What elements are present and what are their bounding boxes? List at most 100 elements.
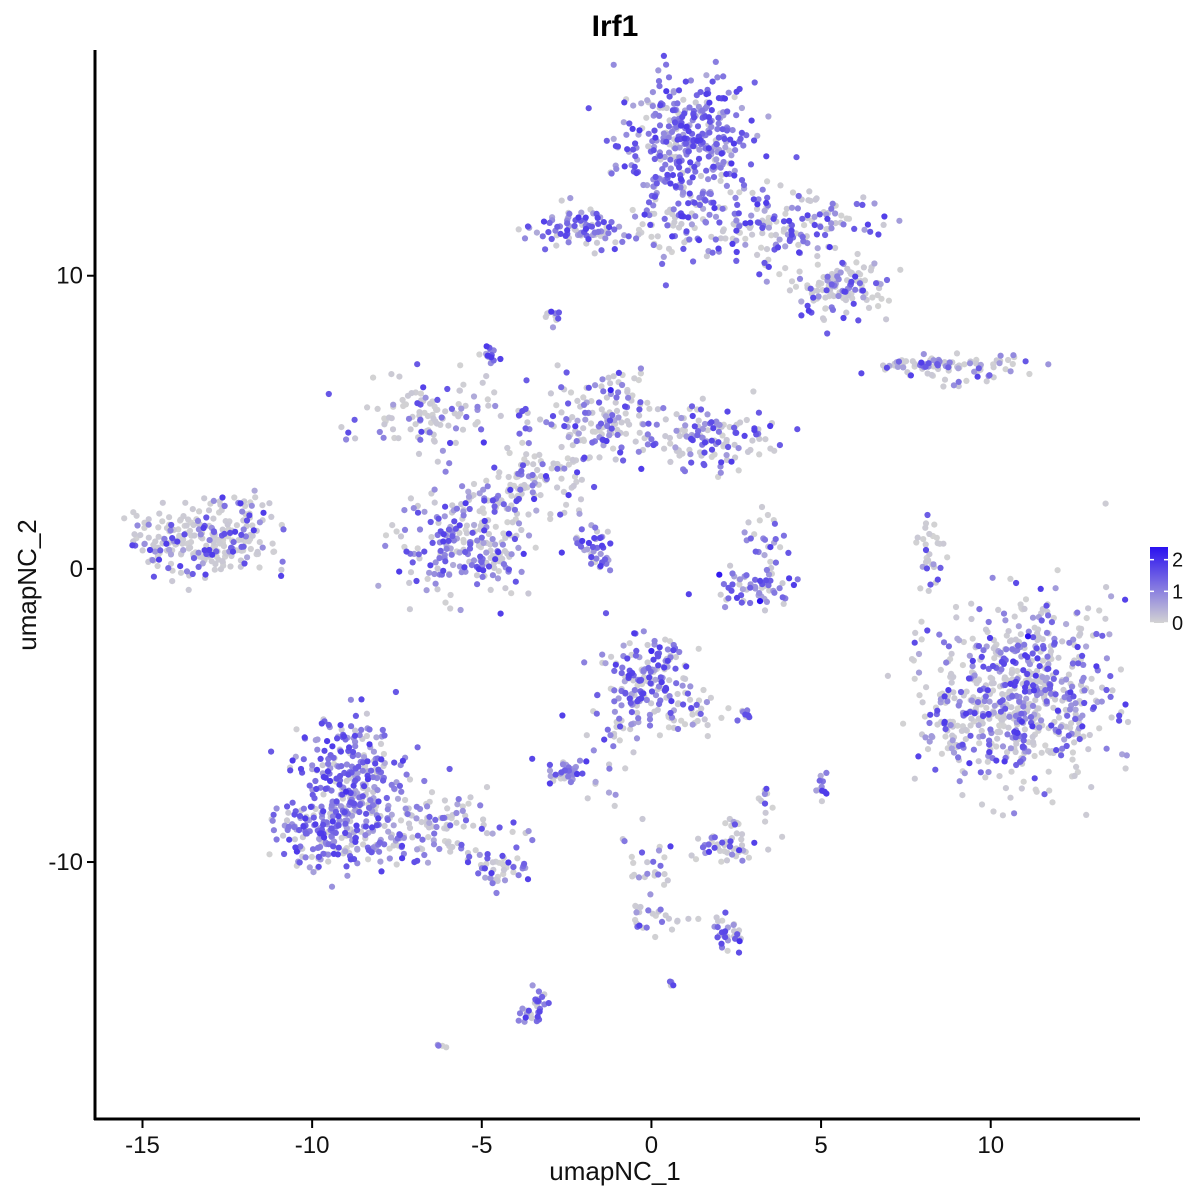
data-point [302, 854, 309, 861]
data-point [657, 152, 664, 159]
data-point [959, 662, 967, 669]
data-point [969, 663, 976, 670]
data-point [266, 500, 273, 507]
data-point [392, 688, 399, 696]
data-point [582, 409, 589, 416]
data-point [968, 715, 975, 722]
data-point [711, 844, 718, 851]
data-point [592, 778, 599, 786]
data-point [569, 442, 576, 449]
data-point [545, 229, 552, 236]
data-point [459, 803, 466, 810]
data-point [515, 544, 522, 552]
data-point [966, 360, 974, 367]
data-point [1021, 726, 1028, 733]
data-point [1017, 758, 1024, 765]
data-point [266, 851, 273, 858]
data-point [448, 405, 455, 412]
data-point [501, 877, 509, 884]
data-point [322, 774, 329, 781]
data-point [301, 734, 308, 741]
data-point [674, 725, 682, 733]
data-point [500, 561, 507, 568]
data-point [505, 530, 512, 537]
data-point [441, 513, 448, 520]
data-point [546, 761, 554, 769]
data-point [462, 817, 470, 824]
data-point [852, 286, 859, 293]
data-point [457, 606, 464, 614]
data-point [313, 785, 320, 793]
data-point [504, 444, 511, 452]
data-point [750, 388, 757, 395]
data-point [442, 408, 449, 415]
data-point [575, 430, 582, 437]
data-point [609, 412, 616, 419]
data-point [620, 119, 627, 126]
data-point [708, 107, 715, 114]
data-point [708, 437, 715, 444]
data-point [602, 610, 610, 617]
data-point [1063, 621, 1070, 628]
data-point [799, 215, 806, 222]
data-point [928, 733, 935, 740]
data-point [312, 821, 319, 828]
data-point [229, 548, 237, 555]
data-point [608, 170, 615, 177]
data-point [717, 591, 724, 598]
data-point [597, 562, 604, 570]
data-point [361, 783, 368, 790]
data-point [819, 315, 827, 322]
data-point [516, 430, 523, 437]
data-point [418, 819, 425, 826]
data-point [434, 396, 441, 403]
data-point [1005, 356, 1012, 364]
data-point [212, 561, 219, 568]
data-point [948, 650, 955, 657]
data-point [529, 982, 536, 989]
data-point [611, 698, 618, 705]
data-point [352, 743, 359, 750]
data-point [376, 848, 383, 855]
data-point [713, 914, 720, 921]
data-point [521, 235, 529, 242]
data-point [706, 129, 713, 136]
x-tick-label: 0 [645, 1132, 658, 1159]
data-point [702, 219, 710, 226]
data-point [630, 859, 637, 867]
data-point [491, 464, 498, 471]
data-point [666, 638, 674, 645]
data-point [782, 265, 789, 272]
data-point [794, 576, 801, 583]
data-point [986, 698, 993, 705]
data-point [421, 548, 428, 555]
data-point [655, 67, 662, 74]
data-point [956, 778, 963, 785]
data-point [708, 446, 716, 453]
data-point [1036, 724, 1043, 731]
data-point [646, 711, 654, 718]
data-point [743, 416, 750, 424]
data-point [567, 779, 575, 786]
data-point [613, 165, 620, 172]
data-point [755, 196, 762, 203]
data-point [600, 219, 607, 226]
data-point [999, 691, 1006, 698]
data-point [646, 674, 653, 681]
data-point [688, 852, 695, 859]
data-point [487, 586, 494, 594]
data-point [644, 97, 651, 104]
data-point [404, 811, 411, 818]
data-point [962, 726, 969, 734]
data-point [858, 370, 865, 377]
data-point [699, 434, 706, 441]
data-point [449, 843, 456, 851]
data-point [832, 210, 839, 217]
data-point [671, 119, 679, 126]
data-point [227, 529, 234, 537]
data-point [741, 432, 748, 439]
data-point [638, 849, 646, 856]
data-point [380, 777, 387, 784]
data-point [661, 854, 668, 861]
